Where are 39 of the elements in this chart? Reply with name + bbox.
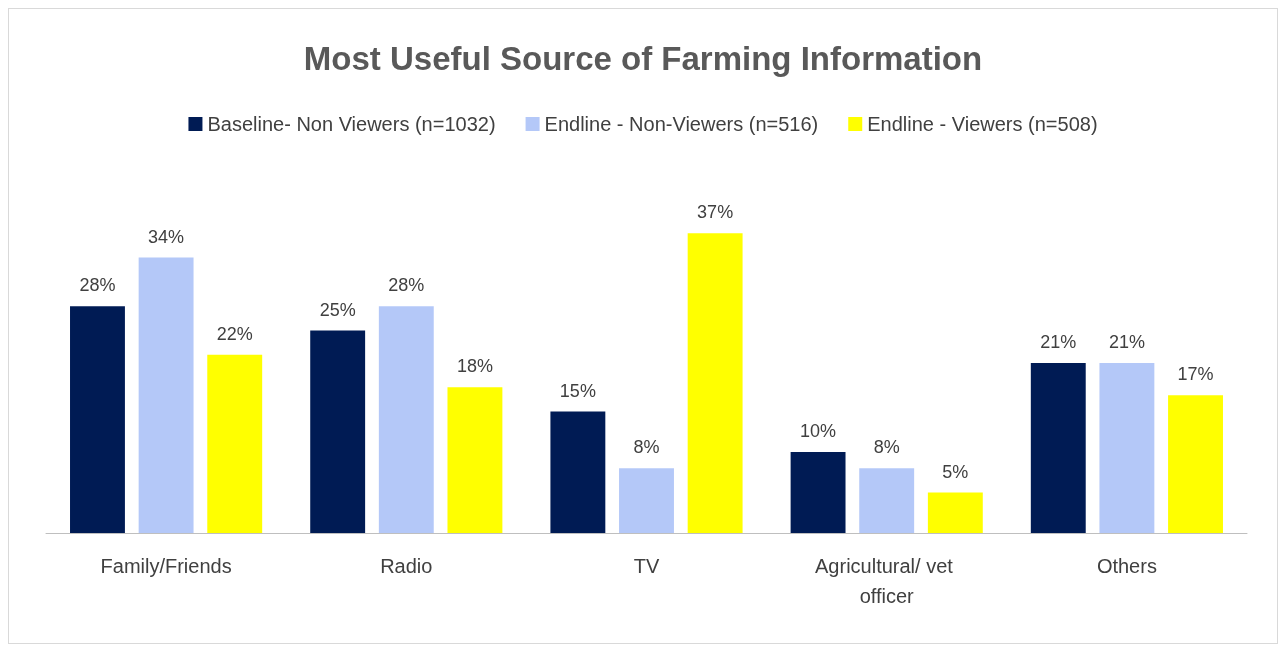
bar xyxy=(1099,362,1155,533)
data-label: 21% xyxy=(1040,331,1077,352)
bar xyxy=(310,330,366,533)
data-label: 8% xyxy=(873,437,900,458)
x-tick-label: Family/Friends xyxy=(100,555,232,577)
data-label: 25% xyxy=(319,299,356,320)
data-label: 28% xyxy=(79,275,116,296)
bar xyxy=(859,468,915,533)
x-tick-label: Others xyxy=(1096,555,1157,577)
bar xyxy=(790,452,846,533)
data-label: 28% xyxy=(388,275,425,296)
bar xyxy=(447,387,503,533)
data-label: 21% xyxy=(1108,331,1145,352)
x-tick-label: TV xyxy=(633,555,660,577)
chart-title: Most Useful Source of Farming Information xyxy=(303,40,983,77)
data-label: 15% xyxy=(559,380,596,401)
bar xyxy=(550,411,606,533)
legend-label: Endline - Viewers (n=508) xyxy=(867,113,1098,135)
data-label: 18% xyxy=(456,356,493,377)
x-tick-label: Radio xyxy=(380,555,433,577)
bar xyxy=(1030,362,1086,533)
data-label: 17% xyxy=(1177,364,1214,385)
data-label: 8% xyxy=(633,437,660,458)
data-label: 10% xyxy=(800,421,837,441)
bar xyxy=(927,492,983,533)
bar xyxy=(1168,395,1223,533)
bar xyxy=(207,354,263,533)
data-label: 5% xyxy=(942,461,969,482)
data-label: 34% xyxy=(148,226,185,247)
x-tick-label: Agricultural/ vet officer xyxy=(815,555,959,607)
bar xyxy=(378,306,434,533)
data-label: 22% xyxy=(216,323,253,344)
bar xyxy=(619,468,674,533)
data-label: 37% xyxy=(697,202,734,223)
legend-label: Baseline- Non Viewers (n=1032) xyxy=(207,113,496,135)
bar xyxy=(138,257,194,533)
bar xyxy=(70,306,125,533)
bar xyxy=(687,233,743,533)
legend-label: Endline - Non-Viewers (n=516) xyxy=(544,113,819,135)
